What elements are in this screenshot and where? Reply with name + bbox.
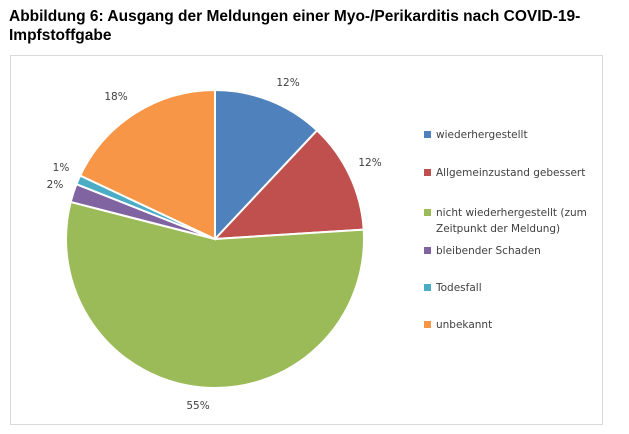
data-label: 12% (276, 77, 299, 89)
legend-label: Todesfall (436, 282, 482, 294)
pie-slice-wiederhergestellt (214, 88, 319, 242)
legend-label: unbekannt (436, 319, 493, 331)
legend-swatch (424, 131, 431, 138)
data-label: 1% (53, 162, 70, 174)
legend-label: bleibender Schaden (436, 245, 541, 257)
data-label: 12% (358, 157, 381, 169)
data-label: 18% (104, 91, 127, 103)
data-label: 55% (186, 400, 209, 412)
legend-label: nicht wiederhergestellt (zum Zeitpunkt d… (436, 207, 587, 235)
legend-item-bleibender-schaden: bleibender Schaden (424, 243, 601, 259)
data-label: 2% (47, 179, 64, 191)
legend-item-todesfall: Todesfall (424, 280, 601, 296)
legend-swatch (424, 247, 431, 254)
chart-title: Abbildung 6: Ausgang der Meldungen einer… (9, 8, 581, 44)
legend-swatch (424, 209, 431, 216)
legend-item-allgemeinzustand-gebessert: Allgemeinzustand gebessert (424, 165, 601, 181)
pie-slice-allgemeinzustand (212, 128, 365, 241)
pie-slice-nicht (65, 200, 366, 389)
legend-item-unbekannt: unbekannt (424, 317, 601, 333)
legend-item-wiederhergestellt: wiederhergestellt (424, 127, 601, 143)
legend-label: Allgemeinzustand gebessert (436, 167, 586, 179)
pie-slice-unbekannt (78, 88, 216, 241)
legend-swatch (424, 169, 431, 176)
legend-swatch (424, 284, 431, 291)
legend-swatch (424, 321, 431, 328)
legend-label: wiederhergestellt (436, 129, 528, 141)
legend-item-nicht-wiederhergestellt: nicht wiederhergestellt (zum Zeitpunkt d… (424, 205, 601, 237)
